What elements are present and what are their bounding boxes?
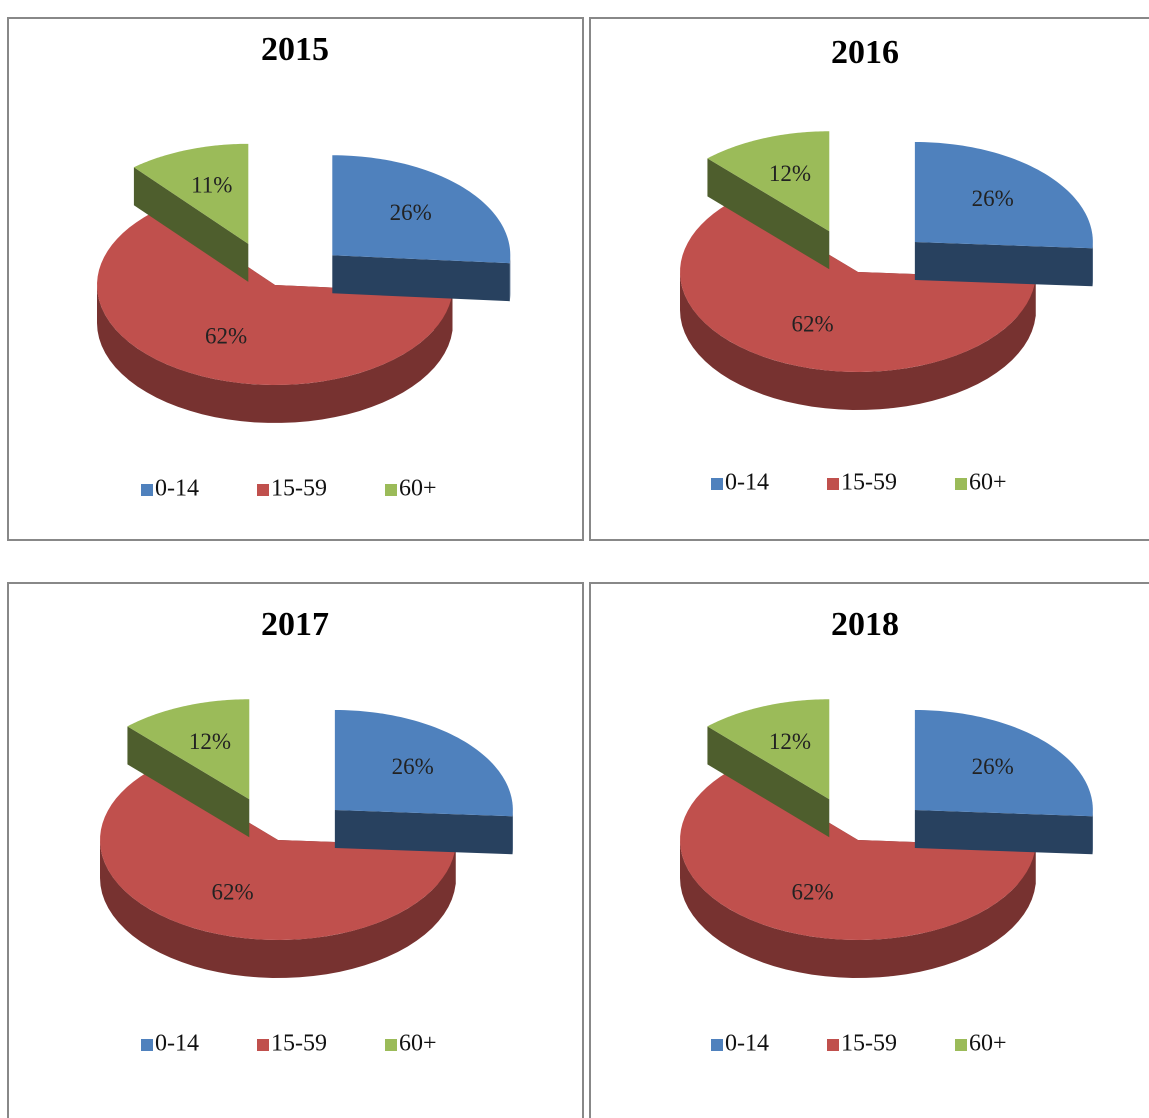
pie-slice-side — [127, 726, 250, 838]
legend-swatch — [711, 1039, 723, 1051]
data-label: 26% — [390, 200, 432, 225]
pie-slice — [707, 699, 830, 800]
legend-swatch — [257, 1039, 269, 1051]
pie-slice-wall — [97, 285, 453, 423]
pie-slice — [680, 767, 1036, 940]
pie-slice-wall — [680, 840, 1036, 978]
legend-label: 60+ — [969, 470, 1007, 496]
data-label: 62% — [205, 324, 247, 349]
pie-slice — [914, 710, 1093, 817]
legend-swatch — [827, 1039, 839, 1051]
pie-slice-wall — [100, 840, 456, 978]
data-label: 26% — [392, 754, 434, 779]
legend-label: 0-14 — [725, 470, 769, 496]
pie-slice-side — [914, 242, 1093, 287]
pie-slice-side — [334, 810, 513, 855]
pie-slice — [707, 131, 830, 232]
data-label: 62% — [211, 880, 253, 905]
panel-border — [7, 582, 584, 1118]
panel-border — [589, 17, 1149, 541]
chart-title: 2016 — [831, 34, 899, 71]
chart-title: 2017 — [261, 606, 329, 643]
legend-label: 0-14 — [155, 1031, 199, 1057]
legend-label: 0-14 — [155, 476, 199, 502]
legend-label: 15-59 — [271, 1031, 327, 1057]
legend-swatch — [711, 478, 723, 490]
panel-border — [7, 17, 584, 541]
data-label: 62% — [791, 312, 833, 337]
pie-slice-side — [133, 167, 249, 282]
legend-swatch — [955, 1039, 967, 1051]
pie-slice-side — [914, 810, 1093, 855]
legend-swatch — [955, 478, 967, 490]
legend-swatch — [385, 484, 397, 496]
panel-border — [589, 582, 1149, 1118]
legend-label: 60+ — [969, 1031, 1007, 1057]
pie-slice — [680, 199, 1036, 372]
legend-label: 0-14 — [725, 1031, 769, 1057]
data-label: 12% — [769, 729, 811, 754]
data-label: 26% — [972, 186, 1014, 211]
pie-slice — [332, 155, 511, 264]
legend-swatch — [257, 484, 269, 496]
pie-slice — [97, 208, 453, 385]
pie-slice — [334, 710, 513, 817]
pie-slice — [914, 142, 1093, 249]
pie-slice — [127, 699, 250, 800]
data-label: 26% — [972, 754, 1014, 779]
data-label: 12% — [769, 161, 811, 186]
legend-swatch — [385, 1039, 397, 1051]
legend-swatch — [141, 484, 153, 496]
legend-label: 15-59 — [841, 470, 897, 496]
data-label: 11% — [191, 173, 232, 198]
pie-slice-side — [707, 726, 830, 838]
pie-slice — [133, 143, 249, 244]
chart-title: 2015 — [261, 31, 329, 68]
legend-swatch — [827, 478, 839, 490]
legend-label: 60+ — [399, 1031, 437, 1057]
legend-swatch — [141, 1039, 153, 1051]
pie-slice — [100, 767, 456, 940]
data-label: 62% — [791, 880, 833, 905]
legend-label: 60+ — [399, 476, 437, 502]
pie-slice-side — [707, 158, 830, 270]
pie-slice-wall — [680, 272, 1036, 410]
pie-slice-side — [332, 255, 510, 302]
pie-slice-wall — [509, 255, 511, 302]
data-label: 12% — [189, 729, 231, 754]
legend-label: 15-59 — [841, 1031, 897, 1057]
legend-label: 15-59 — [271, 476, 327, 502]
chart-title: 2018 — [831, 606, 899, 643]
